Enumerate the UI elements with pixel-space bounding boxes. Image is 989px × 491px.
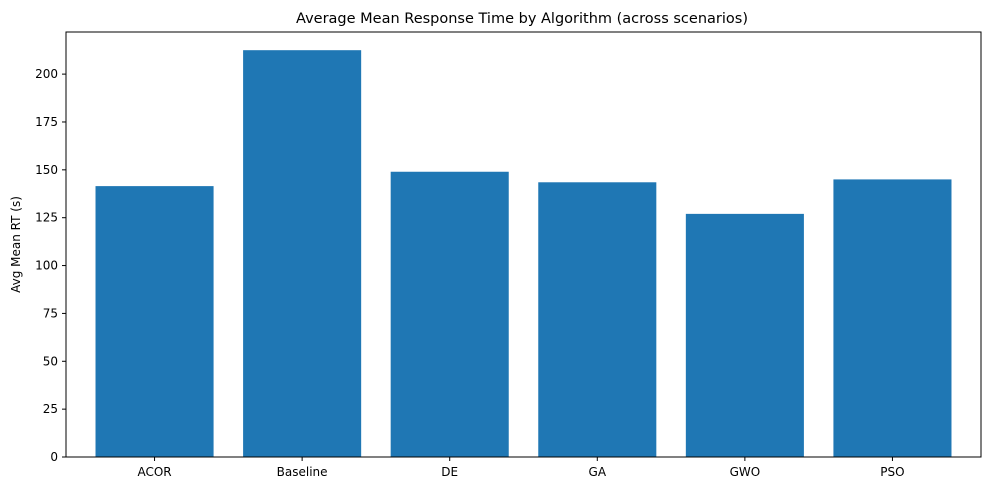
bar-gwo: [685, 213, 804, 457]
y-axis-ticks: 0 25 50 75 100 125 150 175 200: [35, 67, 66, 464]
y-tick-label: 0: [50, 450, 58, 464]
y-axis-title: Avg Mean RT (s): [9, 196, 23, 293]
y-tick-label: 75: [43, 306, 58, 320]
y-tick-label: 175: [35, 115, 58, 129]
x-axis-ticks: ACOR Baseline DE GA GWO PSO: [137, 457, 905, 479]
y-tick-label: 150: [35, 163, 58, 177]
y-tick-label: 200: [35, 67, 58, 81]
x-tick-label: PSO: [880, 465, 904, 479]
x-tick-label: DE: [441, 465, 458, 479]
chart-title: Average Mean Response Time by Algorithm …: [296, 11, 748, 27]
y-tick-label: 25: [43, 402, 58, 416]
plot-frame: [65, 31, 982, 458]
x-tick-label: GA: [589, 465, 607, 479]
x-tick-label: ACOR: [137, 465, 171, 479]
bar-acor: [95, 186, 214, 458]
y-tick-label: 100: [35, 259, 58, 273]
y-tick-label: 50: [43, 354, 58, 368]
bar-ga: [538, 182, 657, 457]
bars-group: [95, 50, 952, 458]
bar-pso: [833, 179, 952, 457]
bar-baseline: [243, 50, 362, 457]
x-tick-label: Baseline: [277, 465, 328, 479]
x-tick-label: GWO: [730, 465, 761, 479]
bar-de: [390, 171, 509, 457]
y-tick-label: 125: [35, 211, 58, 225]
